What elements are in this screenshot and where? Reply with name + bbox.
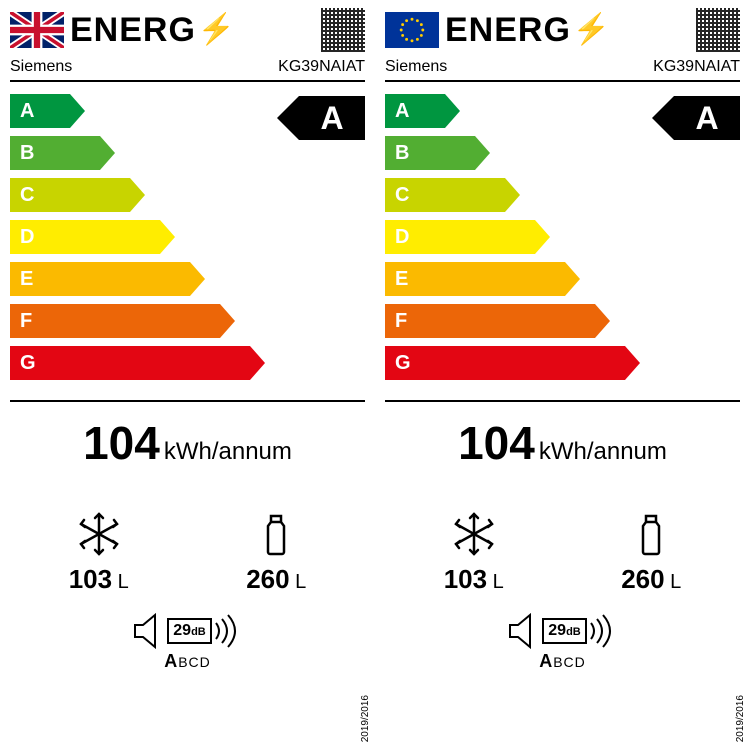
scale-area: A B C D E F G A — [385, 92, 740, 386]
divider — [385, 80, 740, 82]
brand-row: Siemens KG39NAIAT — [10, 58, 365, 78]
scale-bar-E: E — [10, 260, 365, 298]
qr-code-icon — [321, 8, 365, 52]
label-header: ENERG⚡ — [385, 8, 740, 52]
bottle-icon — [252, 510, 300, 558]
scale-letter: G — [20, 352, 36, 375]
scale-letter: F — [395, 310, 407, 333]
rating-arrow: A — [674, 96, 740, 140]
noise-db: 29dB — [542, 618, 586, 644]
eu-flag-icon — [385, 12, 439, 48]
scale-letter: E — [20, 268, 33, 291]
scale-bar-E: E — [385, 260, 740, 298]
fridge-block: 260 L — [621, 510, 681, 595]
scale-letter: A — [395, 100, 409, 123]
scale-letter: B — [20, 142, 34, 165]
scale-bar-F: F — [385, 302, 740, 340]
scale-bar-C: C — [385, 176, 740, 214]
noise-row: 29dB ABCD — [385, 613, 740, 672]
energy-title: ENERG⚡ — [445, 11, 611, 50]
scale-area: A B C D E F G A — [10, 92, 365, 386]
divider — [10, 80, 365, 82]
scale-letter: E — [395, 268, 408, 291]
scale-letter: B — [395, 142, 409, 165]
consumption: 104kWh/annum — [385, 400, 740, 470]
scale-letter: G — [395, 352, 411, 375]
rating-arrow: A — [299, 96, 365, 140]
scale-letter: D — [395, 226, 409, 249]
snowflake-icon — [75, 510, 123, 558]
freezer-block: 103 L — [444, 510, 504, 595]
brand: Siemens — [385, 58, 447, 76]
scale-bar-F: F — [10, 302, 365, 340]
bottle-icon — [627, 510, 675, 558]
brand-row: Siemens KG39NAIAT — [385, 58, 740, 78]
brand: Siemens — [10, 58, 72, 76]
scale-letter: F — [20, 310, 32, 333]
freezer-block: 103 L — [69, 510, 129, 595]
scale-bar-G: G — [10, 344, 365, 382]
model: KG39NAIAT — [278, 58, 365, 76]
volumes-row: 103 L 260 L — [385, 510, 740, 595]
scale-letter: C — [395, 184, 409, 207]
uk-flag-icon — [10, 12, 64, 48]
regulation: 2019/2016 — [735, 695, 746, 742]
speaker-icon: 29dB — [133, 613, 241, 649]
qr-code-icon — [696, 8, 740, 52]
energy-title: ENERG⚡ — [70, 11, 236, 50]
consumption: 104kWh/annum — [10, 400, 365, 470]
speaker-icon: 29dB — [508, 613, 616, 649]
volumes-row: 103 L 260 L — [10, 510, 365, 595]
energy-label-uk: ENERG⚡ Siemens KG39NAIAT A B C D — [0, 0, 375, 750]
scale-bar-G: G — [385, 344, 740, 382]
noise-db: 29dB — [167, 618, 211, 644]
noise-class: ABCD — [539, 651, 586, 672]
scale-bar-D: D — [10, 218, 365, 256]
noise-row: 29dB ABCD — [10, 613, 365, 672]
energy-label-eu: ENERG⚡ Siemens KG39NAIAT A B C D — [375, 0, 750, 750]
scale-letter: C — [20, 184, 34, 207]
model: KG39NAIAT — [653, 58, 740, 76]
regulation: 2019/2016 — [360, 695, 371, 742]
snowflake-icon — [450, 510, 498, 558]
noise-class: ABCD — [164, 651, 211, 672]
scale-letter: A — [20, 100, 34, 123]
scale-letter: D — [20, 226, 34, 249]
scale-bar-C: C — [10, 176, 365, 214]
scale-bar-D: D — [385, 218, 740, 256]
label-header: ENERG⚡ — [10, 8, 365, 52]
fridge-block: 260 L — [246, 510, 306, 595]
